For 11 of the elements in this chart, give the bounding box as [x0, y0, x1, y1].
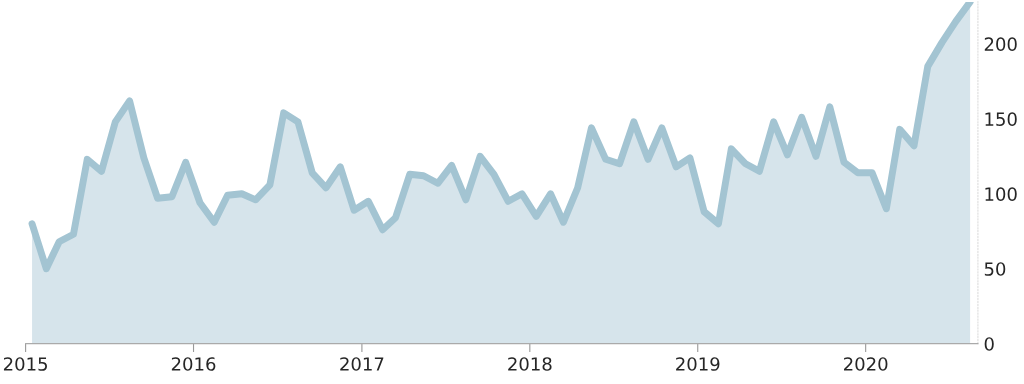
x-tick-label: 2018: [508, 357, 552, 371]
y-tick-label: 50: [984, 262, 1006, 276]
x-tick-label: 2016: [171, 357, 216, 371]
x-tick-label: 2017: [340, 357, 384, 371]
y-tick-label: 150: [985, 112, 1017, 126]
y-tick-label: 100: [985, 187, 1017, 201]
x-tick-label: 2019: [676, 357, 720, 371]
x-tick-label: 2015: [3, 357, 47, 371]
x-tick-label: 2020: [844, 357, 888, 371]
y-tick-label: 0: [984, 337, 994, 351]
y-tick-label: 200: [984, 37, 1017, 52]
